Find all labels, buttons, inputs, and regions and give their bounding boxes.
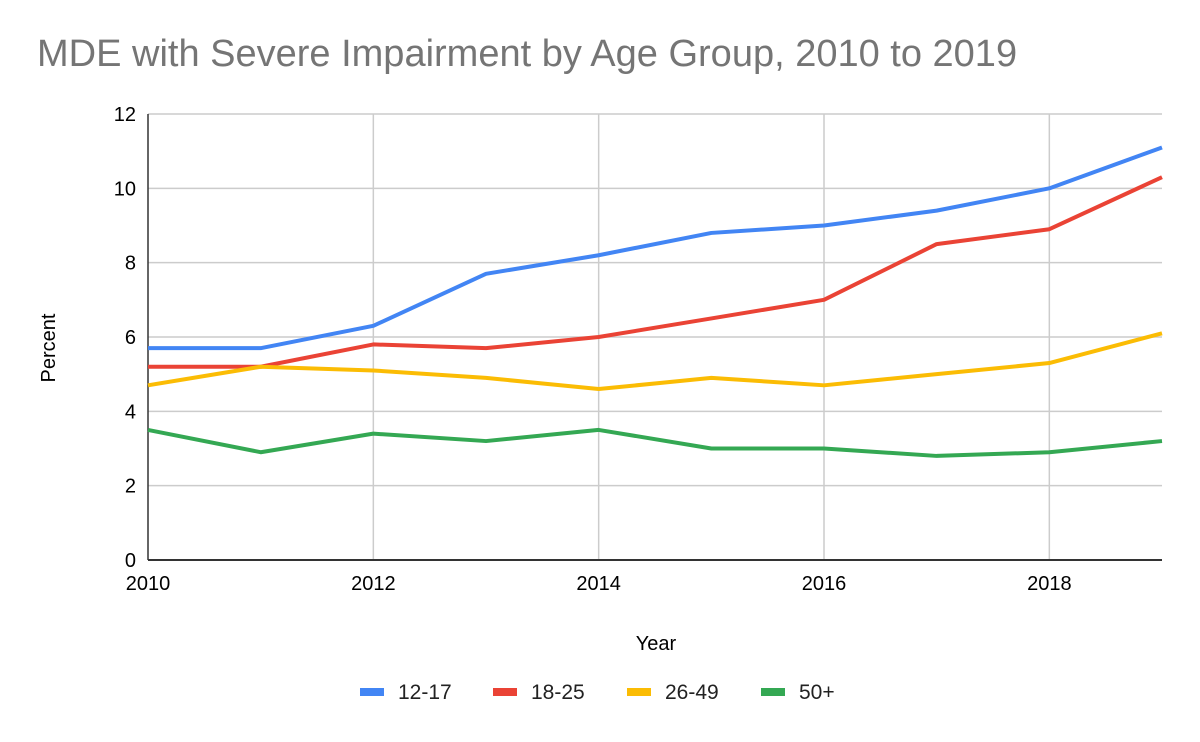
legend-label: 12-17 xyxy=(398,681,452,704)
series-line-18-25 xyxy=(148,175,1163,369)
legend-swatch xyxy=(493,688,517,696)
legend-item-12-17[interactable]: 12-17 xyxy=(360,681,452,704)
x-tick-label: 2012 xyxy=(351,573,396,595)
y-axis-title: Percent xyxy=(38,313,60,382)
legend-swatch xyxy=(627,688,651,696)
x-tick-label: 2018 xyxy=(1027,573,1072,595)
y-tick-label: 10 xyxy=(114,178,136,200)
legend-swatch xyxy=(360,688,384,696)
series-line-26-49 xyxy=(147,331,1163,392)
y-tick-label: 6 xyxy=(125,327,136,349)
y-tick-label: 8 xyxy=(125,253,136,275)
legend-item-18-25[interactable]: 18-25 xyxy=(493,681,585,704)
series-line-50+ xyxy=(147,427,1163,458)
tick-labels: 0 2 4 6 8 10 12 2010 2012 2014 2016 2018 xyxy=(114,104,1072,595)
gridlines xyxy=(148,113,1162,560)
x-tick-label: 2014 xyxy=(576,573,621,595)
legend-label: 18-25 xyxy=(531,681,585,704)
x-tick-label: 2010 xyxy=(126,573,171,595)
legend-label: 50+ xyxy=(799,681,835,704)
y-tick-label: 2 xyxy=(125,476,136,498)
legend-item-50+[interactable]: 50+ xyxy=(761,681,835,704)
chart-title: MDE with Severe Impairment by Age Group,… xyxy=(37,33,1018,75)
y-tick-label: 0 xyxy=(125,550,136,572)
axes xyxy=(147,114,1162,561)
legend-label: 26-49 xyxy=(665,681,719,704)
y-tick-label: 4 xyxy=(125,401,136,423)
series-lines xyxy=(147,145,1163,458)
series-line-12-17 xyxy=(148,145,1163,351)
x-tick-label: 2016 xyxy=(802,573,847,595)
legend-swatch xyxy=(761,688,785,696)
x-axis-title: Year xyxy=(636,633,677,655)
legend[interactable]: 12-17 18-25 26-49 50+ xyxy=(360,681,835,704)
y-tick-label: 12 xyxy=(114,104,136,126)
legend-item-26-49[interactable]: 26-49 xyxy=(627,681,719,704)
